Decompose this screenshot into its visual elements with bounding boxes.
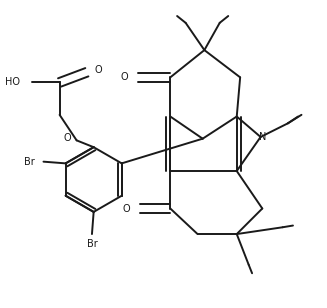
Text: O: O: [121, 72, 128, 82]
Text: HO: HO: [6, 77, 20, 87]
Text: N: N: [259, 132, 266, 142]
Text: O: O: [95, 64, 103, 75]
Text: Br: Br: [24, 157, 35, 167]
Text: O: O: [63, 133, 71, 143]
Text: O: O: [123, 204, 130, 213]
Text: Br: Br: [87, 239, 97, 249]
